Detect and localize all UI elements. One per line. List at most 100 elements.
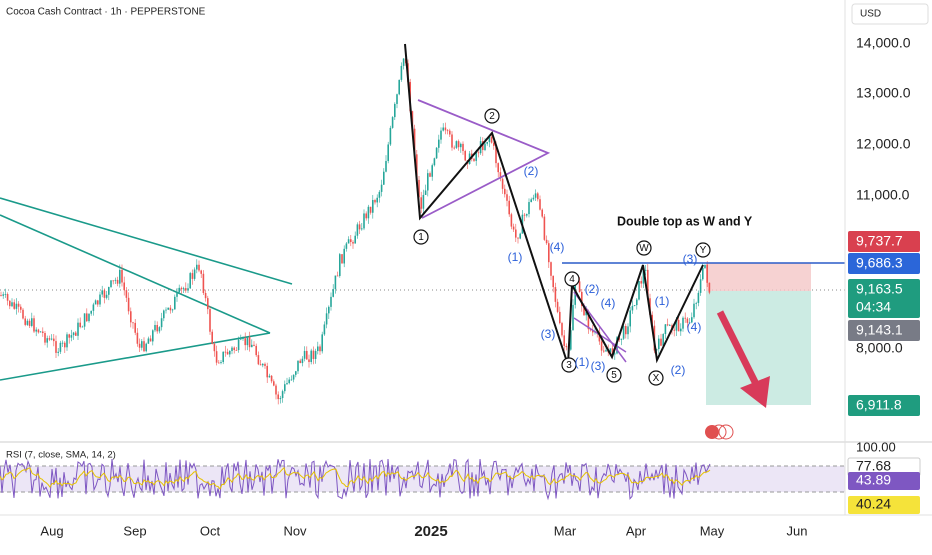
- subwave-label: (2): [524, 164, 539, 178]
- candle-body: [537, 193, 539, 200]
- candle-body: [244, 338, 246, 346]
- price-label: 11,000.0: [856, 187, 910, 203]
- candle-body: [664, 324, 667, 335]
- candle-body: [105, 294, 108, 298]
- price-tag-text: 9,686.3: [856, 255, 903, 271]
- candle-body: [83, 313, 86, 327]
- subwave-label: (3): [541, 327, 556, 341]
- candle-body: [279, 398, 282, 400]
- candle-body: [534, 193, 537, 198]
- candle-body: [55, 341, 57, 353]
- candle-body: [552, 275, 554, 288]
- candle-body: [585, 311, 587, 316]
- price-label: 8,000.0: [856, 340, 903, 356]
- candle-body: [581, 291, 583, 306]
- price-tag-text: 9,143.1: [856, 322, 903, 338]
- candle-body: [669, 325, 671, 327]
- candle-body: [240, 338, 242, 340]
- arrow: [716, 310, 762, 390]
- candle-body: [226, 351, 229, 355]
- candle-body: [633, 305, 636, 307]
- candle-body: [22, 309, 24, 319]
- rsi-lines: [0, 458, 711, 501]
- wave-circle: [636, 240, 652, 256]
- price-tag: [848, 231, 920, 252]
- candle-body: [325, 313, 328, 325]
- wave-label: 2: [489, 111, 495, 122]
- candle-body: [290, 379, 293, 381]
- candle-body: [433, 158, 436, 166]
- candle-body: [301, 358, 304, 364]
- candle-body: [314, 350, 317, 359]
- event-icon: [711, 424, 727, 440]
- rsi-tag-text: 40.24: [856, 496, 891, 512]
- candle-body: [233, 347, 235, 351]
- candle-body: [295, 371, 297, 375]
- candle-body: [209, 309, 211, 332]
- candle-body: [193, 269, 196, 279]
- candle-body: [570, 330, 572, 350]
- candle-body: [259, 364, 262, 366]
- candle-body: [332, 289, 334, 297]
- candle-body: [235, 350, 238, 351]
- candle-body: [281, 391, 284, 399]
- wave-circle: [484, 108, 500, 124]
- subwave-label: (1): [508, 250, 523, 264]
- candle-body: [299, 360, 301, 364]
- candle-body: [396, 94, 398, 104]
- candle-body: [345, 243, 348, 249]
- candle-body: [347, 239, 350, 244]
- chart-title: Cocoa Cash Contract · 1h · PEPPERSTONE: [6, 7, 206, 18]
- candle-body: [495, 145, 497, 164]
- candle-body: [251, 344, 253, 348]
- candle-body: [543, 216, 546, 240]
- wave-circle: [606, 367, 622, 383]
- currency-button[interactable]: [851, 3, 929, 25]
- currency[interactable]: USD: [860, 9, 881, 20]
- candle-body: [506, 194, 508, 201]
- candle-body: [4, 294, 7, 295]
- candle-body: [515, 229, 517, 238]
- price-tag: [848, 320, 920, 341]
- candle-body: [442, 127, 444, 131]
- rsi-title: RSI (7, close, SMA, 14, 2): [6, 450, 116, 461]
- candle-body: [688, 322, 691, 324]
- candle-body: [264, 363, 266, 366]
- candle-body: [499, 172, 502, 179]
- candle-body: [453, 147, 455, 149]
- candle-body: [372, 200, 374, 213]
- candle-body: [68, 334, 70, 338]
- candle-body: [167, 307, 169, 310]
- price-tag-text: 9,737.7: [856, 233, 903, 249]
- time-label: Apr: [626, 523, 647, 538]
- candle-body: [702, 267, 704, 280]
- candle-body: [640, 281, 642, 284]
- candle-body: [605, 350, 607, 352]
- subwave-label: (3): [683, 252, 698, 266]
- candle-body: [620, 338, 623, 340]
- candle-body: [75, 332, 77, 336]
- candle-body: [402, 58, 405, 66]
- candle-body: [319, 346, 321, 352]
- candle-body: [123, 282, 125, 291]
- event-icon: [718, 424, 734, 440]
- wave-label: 3: [566, 360, 572, 371]
- rsi-tag-text: 77.68: [856, 458, 891, 474]
- candle-body: [28, 320, 31, 326]
- candle-body: [539, 199, 541, 210]
- price-tag: [848, 279, 920, 318]
- candle-body: [451, 134, 453, 148]
- candle-body: [202, 273, 205, 293]
- candle-body: [253, 344, 255, 346]
- candle-body: [523, 214, 526, 216]
- candle-body: [622, 325, 625, 339]
- candle-body: [207, 298, 209, 310]
- candle-body: [572, 304, 574, 331]
- candle-body: [631, 306, 634, 311]
- candle-body: [97, 300, 99, 305]
- candle-body: [464, 150, 466, 161]
- candle-body: [424, 190, 427, 195]
- candle-body: [180, 287, 183, 290]
- candle-body: [189, 273, 191, 289]
- price-tag: [848, 395, 920, 416]
